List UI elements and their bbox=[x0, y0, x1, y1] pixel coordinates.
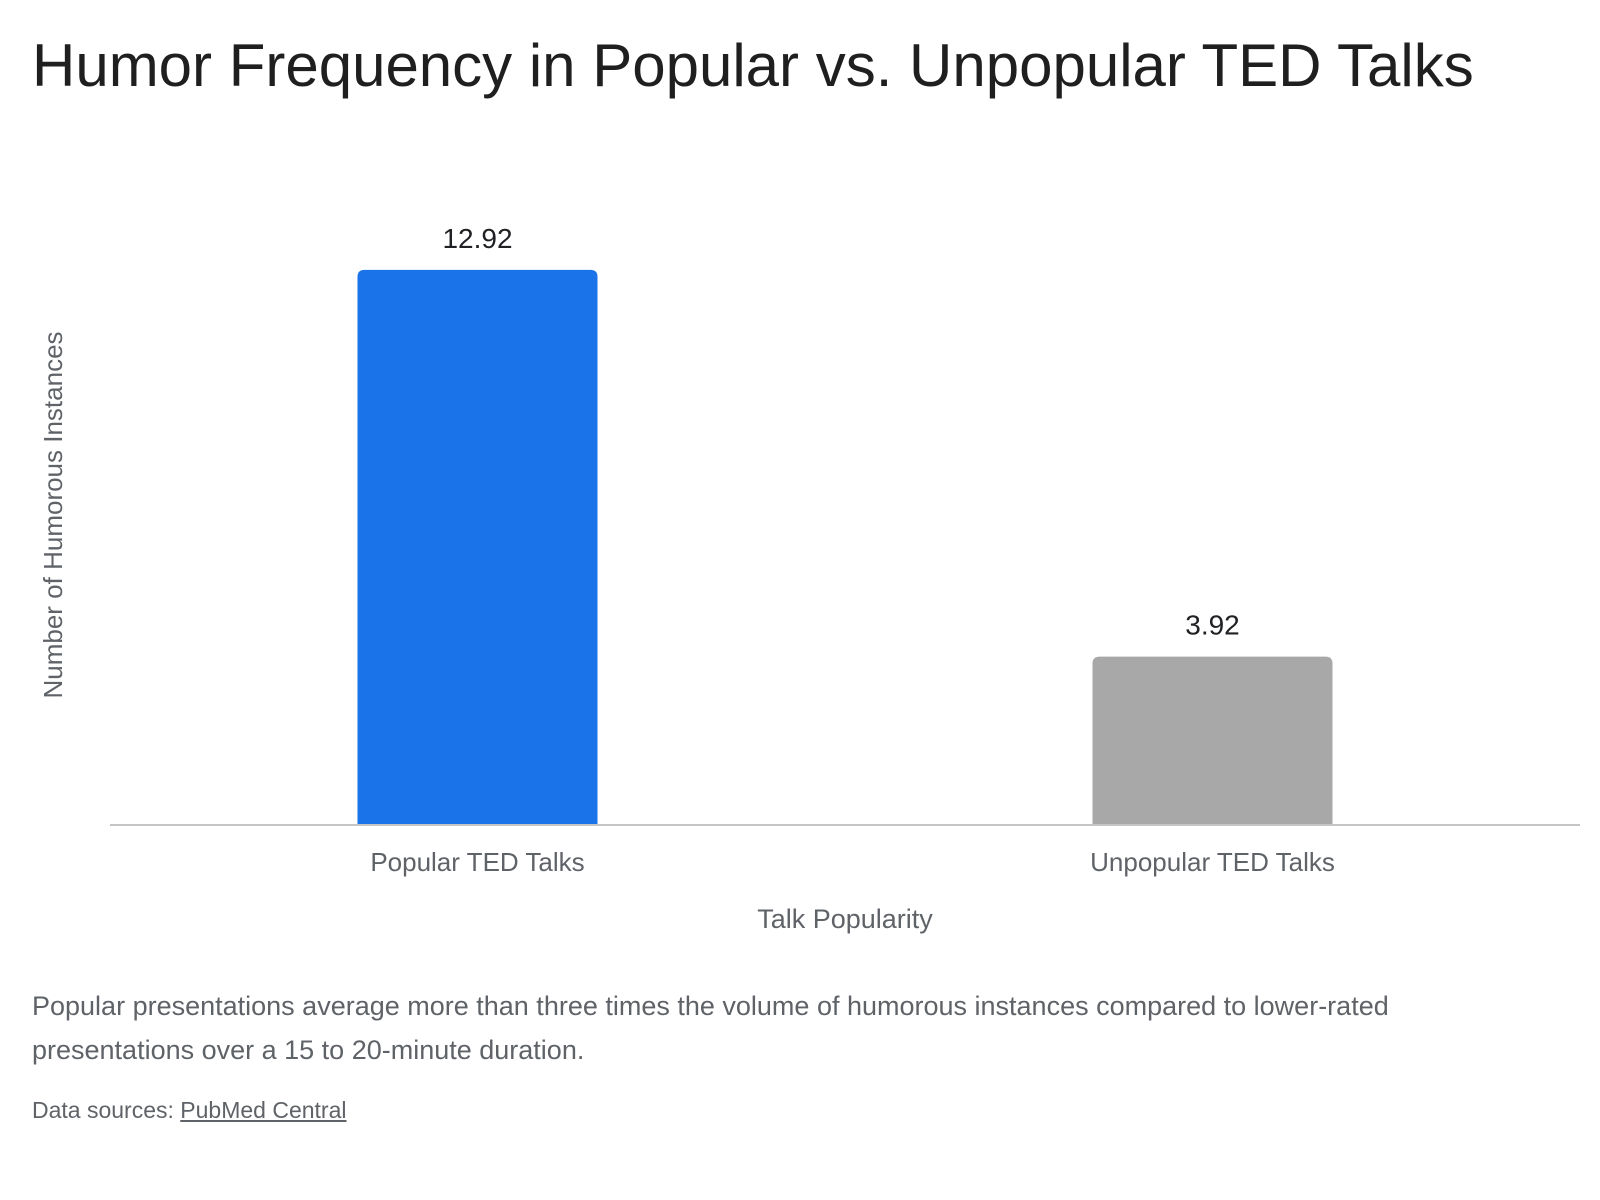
bar-popular bbox=[357, 269, 598, 825]
x-tick-label: Popular TED Talks bbox=[370, 847, 584, 877]
y-axis-label: Number of Humorous Instances bbox=[38, 331, 68, 698]
bar-value-label: 12.92 bbox=[442, 223, 512, 254]
source-link-pubmed-central[interactable]: PubMed Central bbox=[180, 1097, 347, 1123]
chart-title: Humor Frequency in Popular vs. Unpopular… bbox=[32, 32, 1474, 99]
bar-unpopular bbox=[1092, 656, 1333, 825]
bar-value-label: 3.92 bbox=[1185, 610, 1240, 641]
bar-chart: Number of Humorous Instances 12.92 Popula… bbox=[38, 223, 1580, 934]
x-tick-label: Unpopular TED Talks bbox=[1090, 847, 1335, 877]
chart-caption: Popular presentations average more than … bbox=[32, 991, 1389, 1065]
bars-layer: 12.92 Popular TED Talks 3.92 Unpopular TED … bbox=[357, 223, 1335, 877]
x-axis-label: Talk Popularity bbox=[757, 904, 933, 934]
sources-prefix: Data sources: bbox=[32, 1097, 181, 1123]
data-sources: Data sources: PubMed Central bbox=[32, 1094, 347, 1126]
